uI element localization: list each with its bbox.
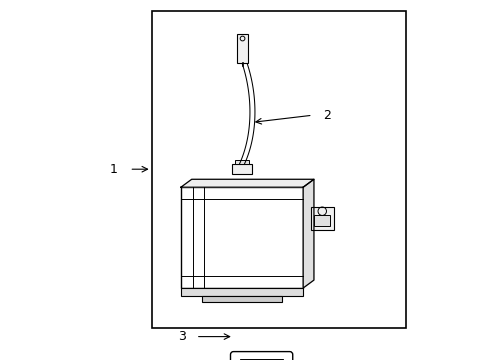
Bar bbox=[181, 288, 303, 296]
Polygon shape bbox=[303, 179, 313, 288]
Text: 1: 1 bbox=[109, 163, 117, 176]
Bar bbox=[232, 164, 251, 174]
Polygon shape bbox=[181, 179, 313, 187]
Bar bbox=[235, 160, 248, 164]
Bar bbox=[237, 34, 247, 63]
Text: 2: 2 bbox=[322, 109, 330, 122]
Bar bbox=[181, 187, 303, 288]
Bar bbox=[310, 207, 333, 230]
FancyBboxPatch shape bbox=[230, 352, 292, 360]
Text: 3: 3 bbox=[178, 330, 185, 343]
Bar bbox=[151, 11, 405, 328]
Bar bbox=[202, 296, 281, 302]
Bar bbox=[240, 359, 283, 360]
Bar bbox=[313, 215, 330, 226]
